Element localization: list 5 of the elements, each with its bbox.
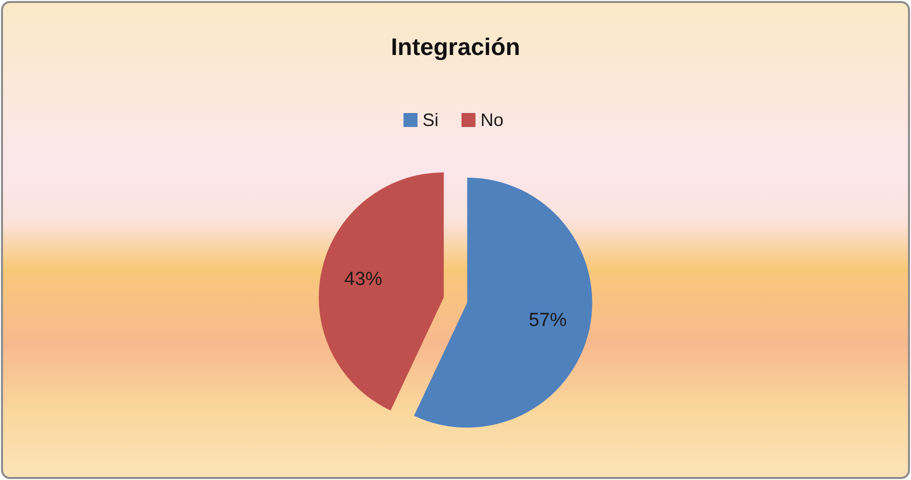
chart-title: Integración bbox=[390, 34, 520, 61]
data-label: 43% bbox=[344, 268, 382, 290]
legend-label: Si bbox=[422, 110, 439, 130]
data-label: 57% bbox=[528, 310, 567, 332]
legend-label: No bbox=[480, 110, 504, 130]
